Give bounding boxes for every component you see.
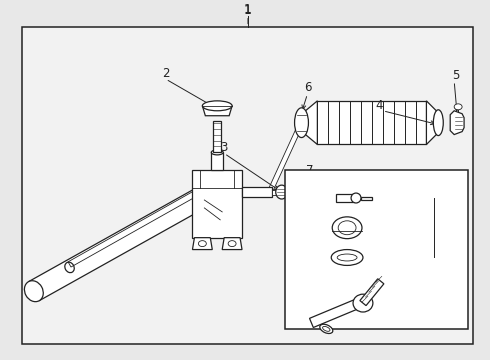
Ellipse shape <box>331 249 363 265</box>
Ellipse shape <box>24 281 43 302</box>
Polygon shape <box>268 122 304 193</box>
Text: 9: 9 <box>299 300 306 312</box>
Polygon shape <box>222 238 242 249</box>
Polygon shape <box>202 106 232 116</box>
Text: 8: 8 <box>458 213 465 226</box>
Polygon shape <box>310 298 361 328</box>
Ellipse shape <box>198 240 206 247</box>
Ellipse shape <box>332 217 362 239</box>
Bar <box>285 170 468 329</box>
Polygon shape <box>305 101 318 144</box>
Polygon shape <box>272 190 310 194</box>
Ellipse shape <box>228 240 236 247</box>
Ellipse shape <box>353 294 373 312</box>
Ellipse shape <box>454 104 462 110</box>
Polygon shape <box>68 183 212 267</box>
Bar <box>318 101 426 144</box>
Text: 6: 6 <box>304 81 311 94</box>
Polygon shape <box>28 179 223 301</box>
Ellipse shape <box>294 108 308 138</box>
Bar <box>193 170 242 238</box>
Text: 4: 4 <box>375 99 383 112</box>
Text: 7: 7 <box>306 164 313 177</box>
Ellipse shape <box>351 193 361 203</box>
Polygon shape <box>361 197 372 199</box>
Ellipse shape <box>288 187 295 197</box>
Polygon shape <box>213 121 221 152</box>
Text: 1: 1 <box>244 4 252 17</box>
Text: 5: 5 <box>452 69 460 82</box>
Ellipse shape <box>322 327 330 331</box>
Ellipse shape <box>276 185 288 199</box>
Polygon shape <box>211 152 223 170</box>
Ellipse shape <box>338 221 356 235</box>
Ellipse shape <box>211 150 223 155</box>
Polygon shape <box>336 194 354 202</box>
Polygon shape <box>242 187 272 197</box>
Polygon shape <box>450 111 464 135</box>
Ellipse shape <box>202 101 232 111</box>
Ellipse shape <box>337 254 357 261</box>
Text: 3: 3 <box>220 141 228 154</box>
Polygon shape <box>426 101 439 144</box>
Polygon shape <box>360 279 384 306</box>
Ellipse shape <box>320 324 333 333</box>
Ellipse shape <box>433 110 443 136</box>
Bar <box>22 27 473 344</box>
Text: 2: 2 <box>162 67 170 80</box>
Text: 1: 1 <box>244 3 252 16</box>
Polygon shape <box>193 238 212 249</box>
